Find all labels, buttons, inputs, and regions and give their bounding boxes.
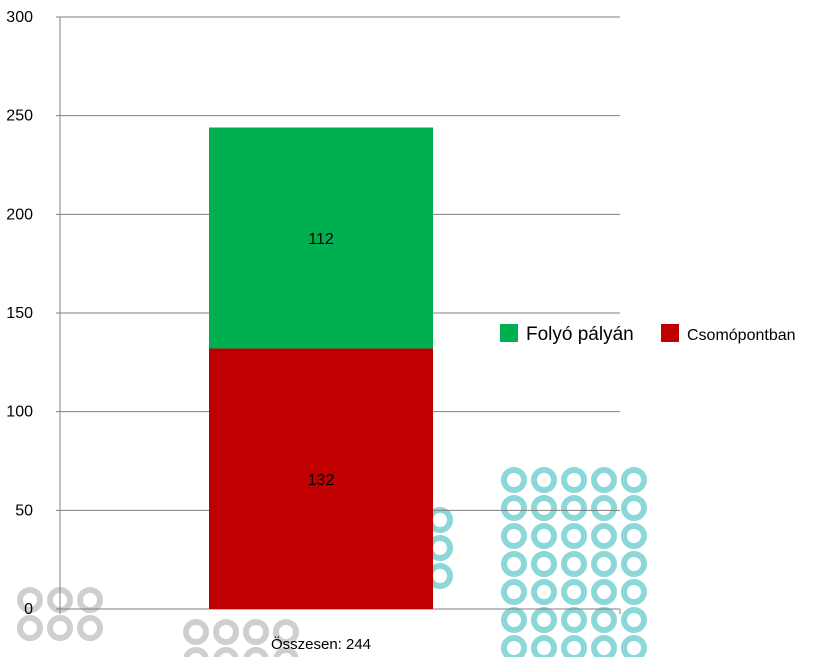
watermark-ring xyxy=(213,647,239,657)
watermark-ring xyxy=(77,615,103,641)
watermark-ring xyxy=(621,467,647,493)
watermark-ring xyxy=(501,607,527,633)
watermark-ring xyxy=(561,467,587,493)
watermark-ring xyxy=(77,587,103,613)
watermark-ring xyxy=(561,495,587,521)
watermark-ring xyxy=(273,619,299,645)
watermark-ring xyxy=(47,615,73,641)
watermark-ring xyxy=(591,551,617,577)
watermark-ring xyxy=(591,635,617,657)
bar-segment xyxy=(209,348,433,609)
bar-segment xyxy=(209,127,433,349)
watermark-ring xyxy=(621,551,647,577)
legend-swatch xyxy=(500,324,518,342)
watermark-ring xyxy=(621,523,647,549)
watermark-ring xyxy=(501,495,527,521)
watermark-ring xyxy=(501,579,527,605)
watermark-ring xyxy=(621,495,647,521)
watermark-ring xyxy=(561,579,587,605)
y-tick-label: 0 xyxy=(24,601,33,618)
watermark-ring xyxy=(531,495,557,521)
watermark-ring xyxy=(561,551,587,577)
watermark-ring xyxy=(531,607,557,633)
watermark-ring xyxy=(591,467,617,493)
data-label: 112 xyxy=(308,231,334,248)
watermark-ring xyxy=(591,495,617,521)
watermark-ring xyxy=(531,579,557,605)
watermark-ring xyxy=(273,647,299,657)
watermark-ring xyxy=(621,607,647,633)
y-tick-label: 50 xyxy=(15,502,33,519)
watermark-ring xyxy=(243,619,269,645)
bars xyxy=(209,127,433,609)
watermark-ring xyxy=(561,635,587,657)
legend: Folyó pályán Csomópontban xyxy=(500,324,796,345)
watermark-ring xyxy=(591,607,617,633)
y-tick-label: 200 xyxy=(6,206,33,223)
watermark-ring xyxy=(183,619,209,645)
data-label: 132 xyxy=(308,472,335,489)
watermark-ring xyxy=(501,635,527,657)
watermark-ring xyxy=(213,619,239,645)
y-tick-label: 150 xyxy=(6,305,33,322)
y-tick-label: 250 xyxy=(6,108,33,125)
watermark-ring xyxy=(183,647,209,657)
watermark-ring xyxy=(561,523,587,549)
watermark-ring xyxy=(501,523,527,549)
watermark-ring xyxy=(17,615,43,641)
watermark-ring xyxy=(591,523,617,549)
y-tick-label: 300 xyxy=(6,9,33,26)
y-tick-label: 100 xyxy=(6,404,33,421)
labels: 0 50 100 150 200 250 300 132 112 Összesen: 244 xyxy=(6,9,371,653)
watermark-ring xyxy=(531,523,557,549)
watermark-ring xyxy=(501,551,527,577)
legend-label: Folyó pályán xyxy=(526,324,634,345)
watermark-ring xyxy=(243,647,269,657)
watermark-ring xyxy=(591,579,617,605)
watermark-ring xyxy=(17,587,43,613)
legend-label: Csomópontban xyxy=(687,327,796,344)
legend-swatch xyxy=(661,324,679,342)
watermark-ring xyxy=(501,467,527,493)
watermark-ring xyxy=(531,551,557,577)
watermark-ring xyxy=(621,579,647,605)
category-label: Összesen: 244 xyxy=(271,635,371,653)
watermark-ring xyxy=(531,467,557,493)
watermark-ring xyxy=(621,635,647,657)
watermark-ring xyxy=(561,607,587,633)
watermark-ring xyxy=(531,635,557,657)
